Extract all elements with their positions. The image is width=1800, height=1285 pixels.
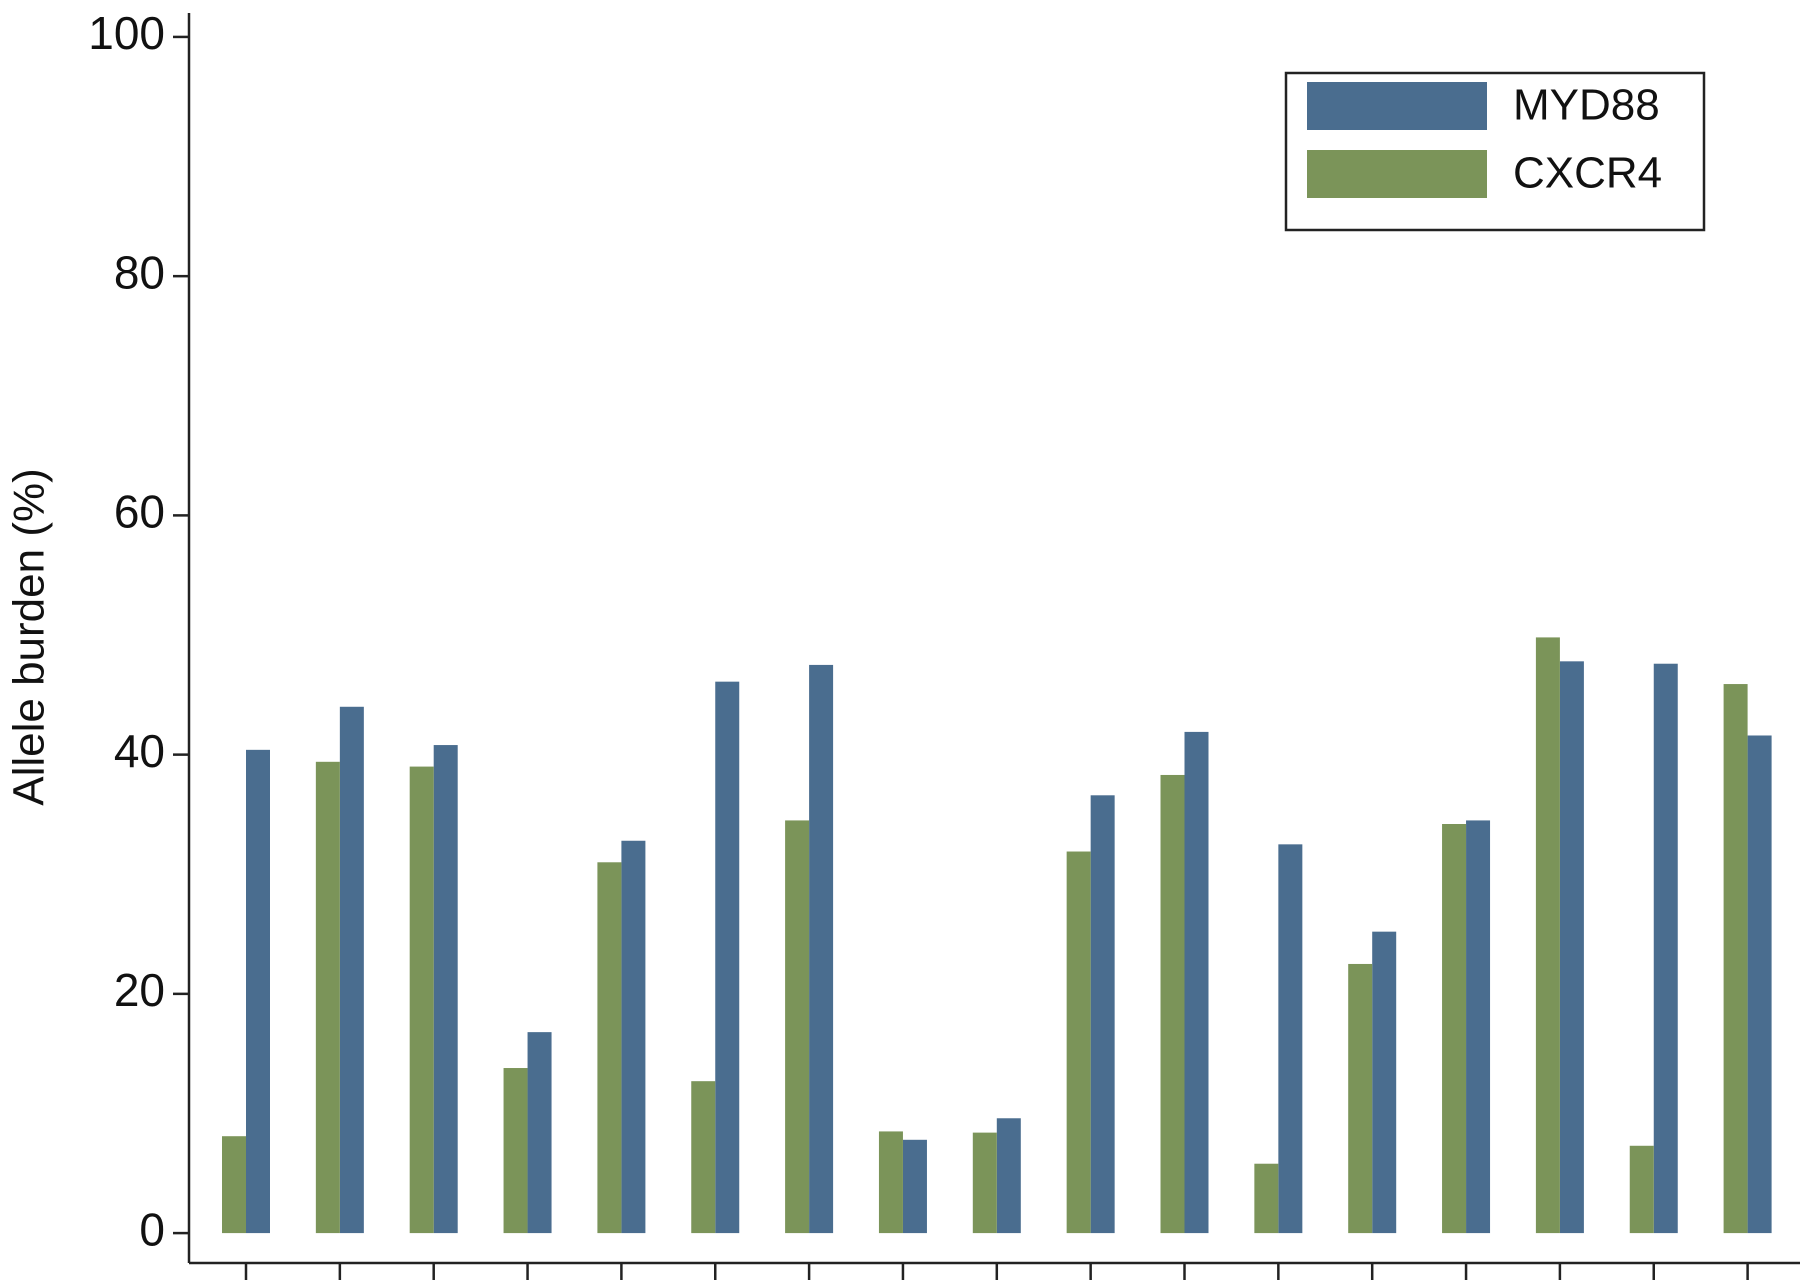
bar bbox=[1466, 820, 1491, 1234]
bar bbox=[1066, 851, 1091, 1234]
bar bbox=[1442, 824, 1467, 1234]
legend-swatch bbox=[1307, 82, 1487, 130]
y-tick-label: 0 bbox=[139, 1203, 165, 1255]
legend-label: CXCR4 bbox=[1513, 149, 1662, 198]
bar bbox=[1747, 735, 1772, 1234]
y-tick-label: 80 bbox=[114, 246, 165, 298]
legend: MYD88 CXCR4 bbox=[1284, 71, 1706, 232]
bar bbox=[1160, 774, 1185, 1234]
y-tick-label: 60 bbox=[114, 486, 165, 538]
bar bbox=[878, 1131, 903, 1234]
bar bbox=[527, 1032, 552, 1234]
bar bbox=[691, 1081, 716, 1234]
bar bbox=[1348, 963, 1373, 1234]
bar bbox=[1278, 844, 1303, 1234]
legend-label: MYD88 bbox=[1513, 81, 1660, 130]
bar bbox=[1254, 1163, 1279, 1234]
bar bbox=[715, 681, 740, 1234]
bar bbox=[1559, 661, 1584, 1234]
bar bbox=[1535, 637, 1560, 1234]
bar bbox=[1723, 684, 1748, 1234]
y-tick-label: 20 bbox=[114, 964, 165, 1016]
bar bbox=[1184, 731, 1209, 1234]
y-tick-label: 100 bbox=[88, 7, 165, 59]
bar bbox=[222, 1136, 246, 1234]
bar bbox=[972, 1132, 997, 1234]
bar bbox=[621, 840, 646, 1234]
legend-swatch bbox=[1307, 150, 1487, 198]
bar bbox=[1372, 931, 1397, 1234]
bar bbox=[597, 862, 622, 1234]
bar bbox=[246, 749, 270, 1234]
y-tick-label: 40 bbox=[114, 725, 165, 777]
bar bbox=[339, 706, 364, 1234]
bar bbox=[785, 820, 810, 1234]
bar bbox=[315, 761, 340, 1234]
y-axis-title: Allele burden (%) bbox=[5, 468, 54, 806]
bar bbox=[1653, 663, 1678, 1234]
bar bbox=[1090, 795, 1115, 1234]
bar bbox=[1629, 1145, 1654, 1234]
bar bbox=[996, 1118, 1021, 1234]
bar bbox=[409, 766, 434, 1234]
bar bbox=[433, 745, 458, 1234]
bar bbox=[902, 1139, 927, 1234]
bar bbox=[809, 664, 834, 1234]
bar bbox=[503, 1068, 528, 1234]
